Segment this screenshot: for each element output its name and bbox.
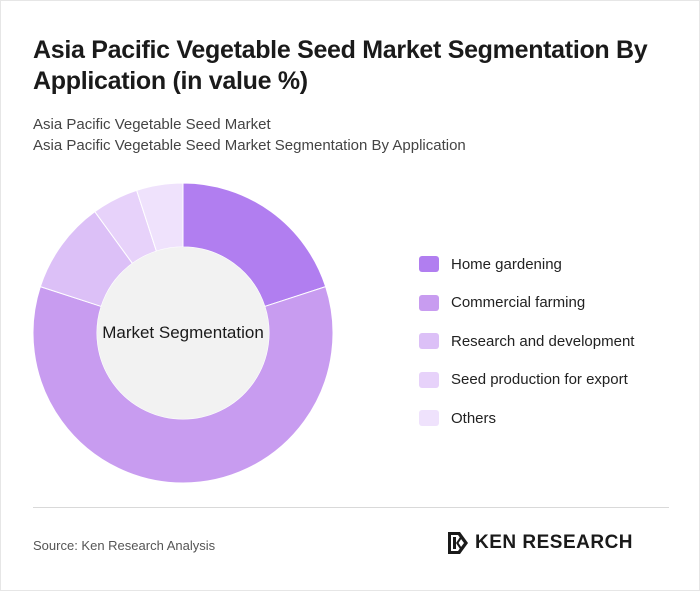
donut-chart: Market Segmentation xyxy=(31,181,335,485)
donut-chart-svg xyxy=(32,182,334,484)
legend-swatch xyxy=(419,371,439,388)
legend-label: Research and development xyxy=(451,332,635,350)
brand-name: KEN RESEARCH xyxy=(475,532,634,553)
page-title: Asia Pacific Vegetable Seed Market Segme… xyxy=(33,36,648,95)
legend-label: Others xyxy=(451,409,497,427)
subtitle-line-2: Asia Pacific Vegetable Seed Market Segme… xyxy=(33,137,466,154)
brand-logo: KEN RESEARCH xyxy=(447,531,633,555)
legend-item-seed-production-for-export: Seed production for export xyxy=(419,361,634,400)
legend-label: Seed production for export xyxy=(451,371,628,389)
legend-item-research-and-development: Research and development xyxy=(419,322,634,361)
legend-swatch xyxy=(419,256,439,273)
legend: Home gardening Commercial farming Resear… xyxy=(419,245,634,438)
subtitle-line-1: Asia Pacific Vegetable Seed Market xyxy=(33,116,271,133)
legend-label: Commercial farming xyxy=(451,294,586,312)
legend-swatch xyxy=(419,410,439,427)
source-note: Source: Ken Research Analysis xyxy=(33,538,216,553)
ken-research-logo-icon xyxy=(448,532,468,554)
legend-item-commercial-farming: Commercial farming xyxy=(419,284,634,323)
donut-center-hole xyxy=(97,247,269,419)
legend-swatch xyxy=(419,294,439,311)
legend-item-home-gardening: Home gardening xyxy=(419,245,634,284)
subtitle: Asia Pacific Vegetable Seed Market Asia … xyxy=(33,114,466,156)
legend-swatch xyxy=(419,333,439,350)
legend-item-others: Others xyxy=(419,399,634,438)
footer-divider xyxy=(33,507,669,508)
legend-label: Home gardening xyxy=(451,255,562,273)
